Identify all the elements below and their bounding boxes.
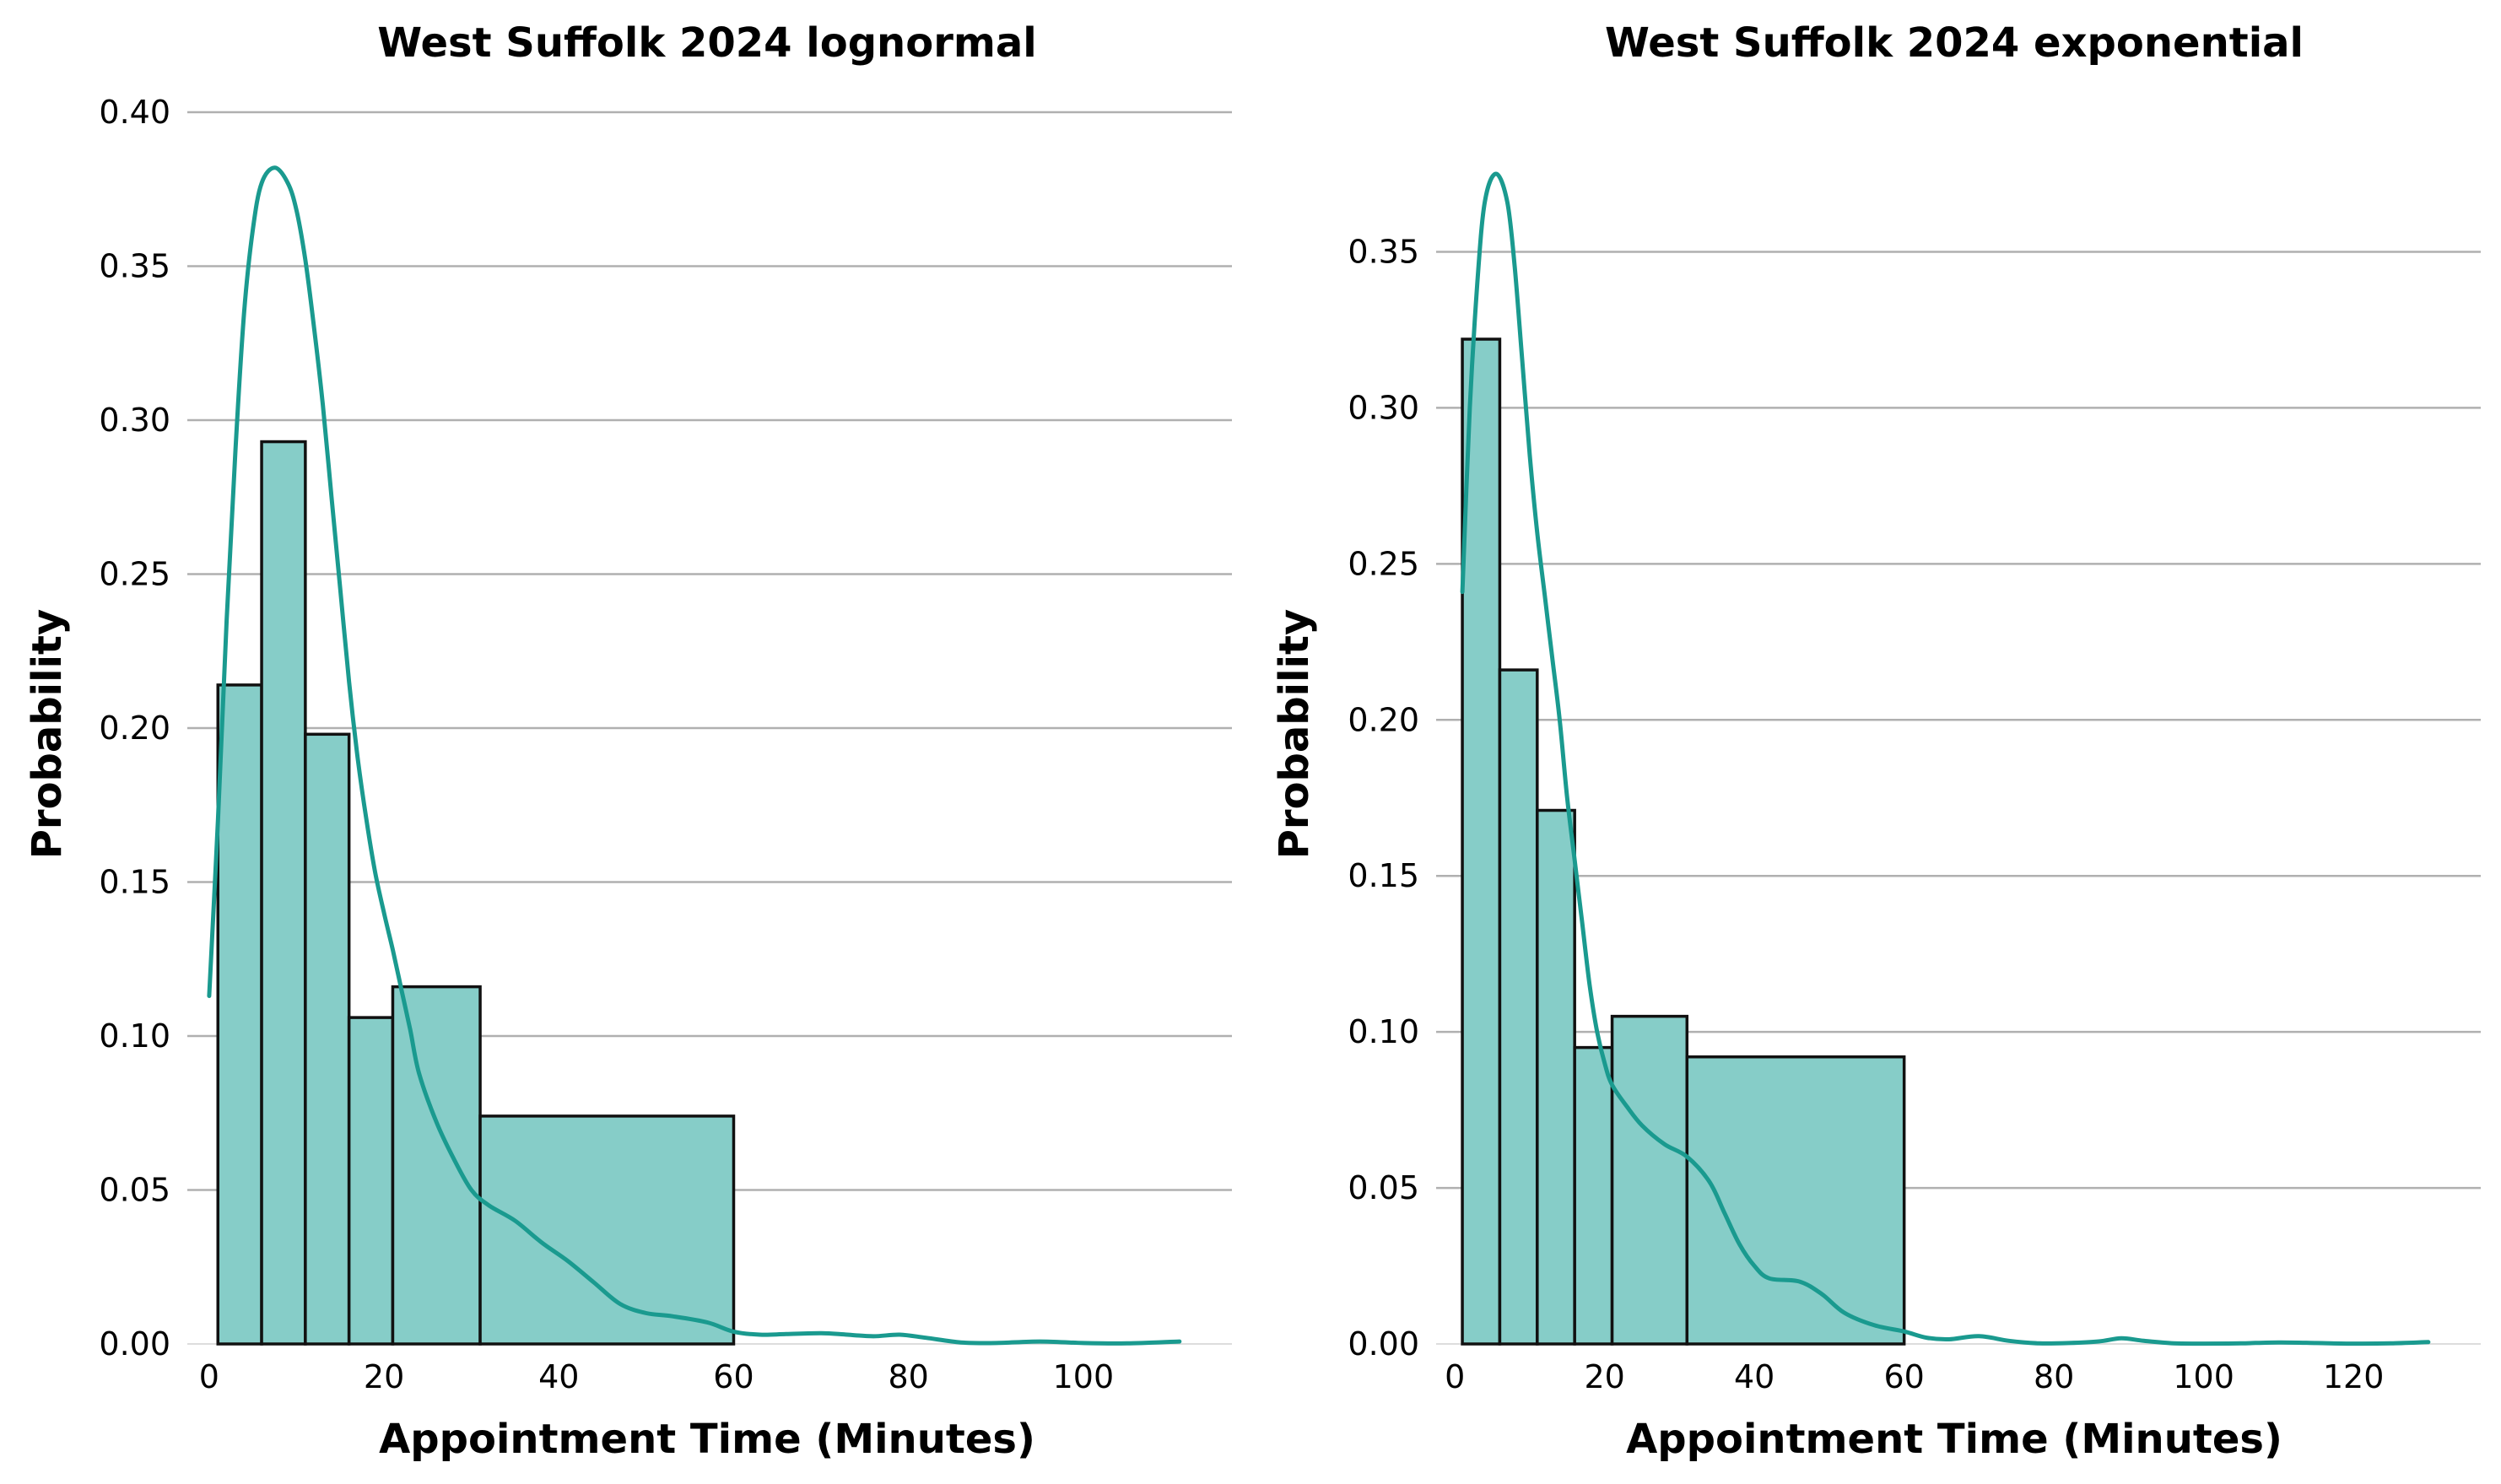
x-tick-label: 0 (1445, 1358, 1465, 1395)
y-tick-label: 0.20 (1348, 701, 1419, 738)
histogram-bar (1573, 1045, 1614, 1346)
y-tick-label: 0.30 (1348, 389, 1419, 426)
chart-title: West Suffolk 2024 lognormal (377, 19, 1036, 67)
y-tick-label: 0.00 (99, 1325, 170, 1363)
y-tick-label: 0.20 (99, 710, 170, 747)
chart-title: West Suffolk 2024 exponential (1605, 19, 2304, 67)
y-tick-labels: 0.00 0.05 0.10 0.15 0.20 0.25 0.30 0.35 (1348, 233, 1419, 1363)
y-tick-label: 0.10 (99, 1017, 170, 1055)
density-curve-layer (207, 165, 1182, 1346)
y-tick-label: 0.25 (99, 556, 170, 593)
y-tick-label: 0.35 (99, 248, 170, 285)
histogram-bar (304, 732, 351, 1346)
y-tick-label: 0.15 (99, 864, 170, 901)
y-tick-label: 0.40 (99, 94, 170, 131)
histogram-bar (347, 1016, 395, 1346)
y-axis-label: Probability (24, 609, 71, 860)
y-tick-label: 0.15 (1348, 857, 1419, 894)
histogram-bar (1610, 1014, 1689, 1346)
histogram-bar (478, 1114, 736, 1346)
y-tick-labels: 0.00 0.05 0.10 0.15 0.20 0.25 0.30 0.35 0.40 (99, 94, 170, 1363)
x-tick-label: 80 (2034, 1358, 2074, 1395)
x-tick-label: 60 (713, 1358, 754, 1395)
x-axis-label: Appointment Time (Minutes) (379, 1416, 1035, 1463)
density-curve-layer (1460, 171, 2431, 1346)
x-tick-label: 120 (2323, 1358, 2385, 1395)
histogram-bars (216, 440, 736, 1346)
y-tick-label: 0.25 (1348, 545, 1419, 582)
y-tick-label: 0.00 (1348, 1325, 1419, 1363)
histogram-bar (391, 985, 482, 1346)
x-tick-label: 20 (364, 1358, 404, 1395)
x-tick-label: 40 (538, 1358, 579, 1395)
x-tick-labels: 0 20 40 60 80 100 120 (1445, 1358, 2384, 1395)
x-axis-label: Appointment Time (Minutes) (1626, 1416, 2282, 1463)
x-tick-labels: 0 20 40 60 80 100 (199, 1358, 1114, 1395)
x-tick-label: 80 (889, 1358, 929, 1395)
histogram-bar (1685, 1055, 1906, 1346)
x-tick-label: 60 (1883, 1358, 1924, 1395)
y-tick-label: 0.10 (1348, 1013, 1419, 1050)
histogram-bar (216, 683, 263, 1346)
histogram-bar (1498, 668, 1539, 1346)
histogram-bar (1536, 808, 1576, 1346)
chart-lognormal: West Suffolk 2024 lognormal Appointment … (24, 19, 1232, 1463)
chart-exponential: West Suffolk 2024 exponential Appointmen… (1271, 19, 2481, 1463)
density-curve (1460, 171, 2431, 1346)
y-axis-label: Probability (1271, 609, 1318, 860)
x-tick-label: 40 (1734, 1358, 1774, 1395)
histogram-bars (1461, 337, 1906, 1346)
density-curve (207, 165, 1182, 1346)
y-tick-label: 0.05 (99, 1172, 170, 1209)
y-tick-label: 0.05 (1348, 1169, 1419, 1206)
x-tick-label: 20 (1584, 1358, 1624, 1395)
y-tick-label: 0.30 (99, 402, 170, 439)
x-tick-label: 100 (1053, 1358, 1115, 1395)
x-tick-label: 100 (2173, 1358, 2234, 1395)
histogram-bar (260, 440, 307, 1346)
y-tick-label: 0.35 (1348, 233, 1419, 270)
x-tick-label: 0 (199, 1358, 219, 1395)
